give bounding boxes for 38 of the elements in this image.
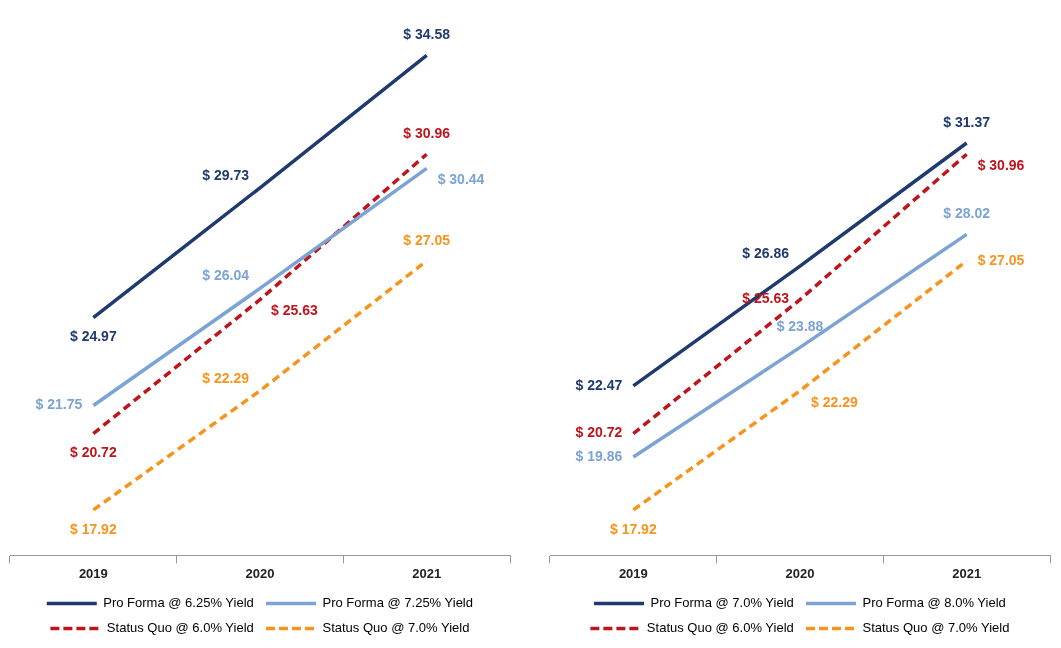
data-label: $ 28.02 <box>943 205 991 222</box>
data-label: $ 22.29 <box>811 393 858 410</box>
legend-label: Status Quo @ 7.0% Yield <box>862 620 1010 636</box>
data-label: $ 23.88 <box>776 318 824 335</box>
legend-label: Status Quo @ 6.0% Yield <box>646 620 794 636</box>
data-label: $ 30.96 <box>403 125 451 142</box>
data-label: $ 22.47 <box>575 376 623 393</box>
x-tick-label: 2019 <box>78 565 108 581</box>
legend-label: Status Quo @ 7.0% Yield <box>322 620 470 636</box>
data-label: $ 17.92 <box>69 520 117 537</box>
data-label: $ 29.73 <box>202 166 250 183</box>
data-label: $ 30.96 <box>977 157 1025 174</box>
data-label: $ 27.05 <box>403 231 451 248</box>
data-label: $ 30.44 <box>437 171 485 188</box>
legend-label: Status Quo @ 6.0% Yield <box>106 620 254 636</box>
data-label: $ 22.29 <box>202 369 250 386</box>
data-label: $ 26.86 <box>742 244 790 261</box>
legend-label: Pro Forma @ 6.25% Yield <box>103 595 254 611</box>
data-label: $ 26.04 <box>202 267 250 284</box>
data-label: $ 34.58 <box>403 26 451 43</box>
data-label: $ 31.37 <box>943 113 991 130</box>
data-label: $ 21.75 <box>35 396 83 413</box>
data-label: $ 27.05 <box>977 251 1025 268</box>
x-tick-label: 2020 <box>245 565 275 581</box>
legend-label: Pro Forma @ 7.25% Yield <box>322 595 473 611</box>
data-label: $ 25.63 <box>742 290 790 307</box>
data-label: $ 20.72 <box>69 444 117 461</box>
legend-label: Pro Forma @ 8.0% Yield <box>862 595 1006 611</box>
x-tick-label: 2020 <box>785 565 815 581</box>
data-label: $ 20.72 <box>575 424 623 441</box>
data-label: $ 19.86 <box>575 447 623 464</box>
data-label: $ 17.92 <box>609 520 657 537</box>
legend-label: Pro Forma @ 7.0% Yield <box>650 595 794 611</box>
data-label: $ 25.63 <box>271 302 318 319</box>
x-tick-label: 2021 <box>952 565 982 581</box>
x-tick-label: 2021 <box>412 565 442 581</box>
data-label: $ 24.97 <box>69 328 117 345</box>
x-tick-label: 2019 <box>618 565 648 581</box>
